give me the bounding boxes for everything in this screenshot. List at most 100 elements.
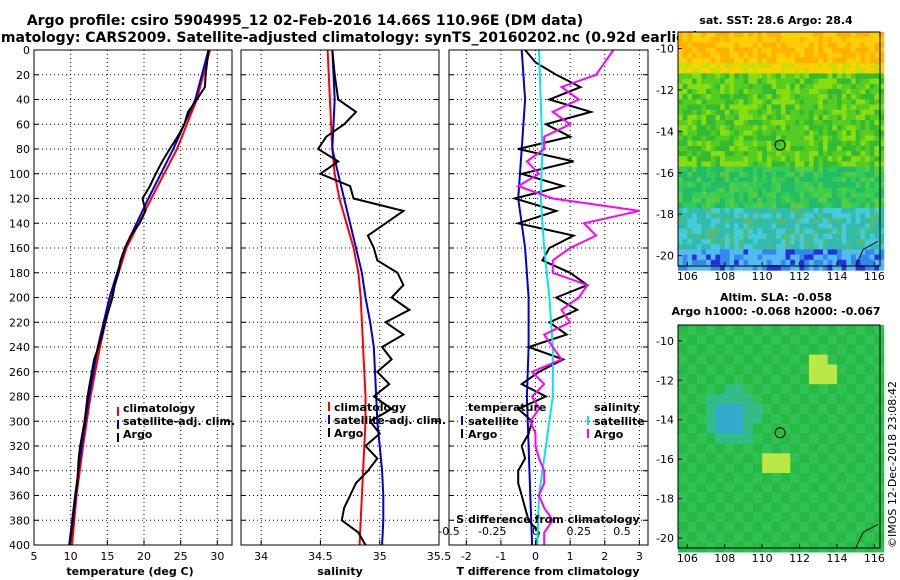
sst-cell bbox=[678, 156, 684, 162]
sst-cell bbox=[785, 68, 791, 74]
sst-cell bbox=[720, 192, 726, 199]
sla-cell bbox=[706, 512, 716, 523]
sla-cell bbox=[752, 423, 763, 435]
sst-cell bbox=[720, 83, 726, 90]
sst-cell bbox=[874, 73, 880, 80]
sla-cell bbox=[752, 542, 763, 553]
sst-cell bbox=[832, 197, 838, 204]
sst-cell bbox=[692, 228, 698, 235]
sla-cell bbox=[865, 522, 875, 533]
sst-cell bbox=[738, 88, 744, 95]
sla-cell bbox=[715, 463, 726, 474]
sst-cell bbox=[748, 202, 754, 209]
sst-cell bbox=[851, 145, 857, 152]
sst-cell bbox=[813, 156, 819, 162]
sst-cell bbox=[692, 47, 698, 54]
sst-cell bbox=[757, 68, 763, 74]
sst-cell bbox=[724, 83, 730, 90]
sst-cell bbox=[678, 202, 684, 209]
sst-cell bbox=[687, 130, 693, 137]
sla-xtick-label: 112 bbox=[789, 552, 810, 565]
sst-cell bbox=[696, 68, 702, 74]
sst-cell bbox=[748, 94, 754, 100]
sst-cell bbox=[687, 140, 693, 147]
sst-cell bbox=[855, 254, 861, 261]
sst-cell bbox=[734, 94, 740, 100]
sst-cell bbox=[757, 130, 763, 137]
sst-cell bbox=[678, 249, 684, 256]
sst-cell bbox=[710, 73, 716, 80]
sst-cell bbox=[836, 218, 843, 225]
sst-cell bbox=[734, 88, 740, 95]
sla-cell bbox=[771, 512, 782, 523]
sst-cell bbox=[860, 42, 866, 49]
sla-cell bbox=[855, 413, 866, 425]
sst-cell bbox=[748, 259, 754, 266]
sst-cell bbox=[799, 192, 805, 199]
sla-cell bbox=[827, 433, 838, 444]
sst-cell bbox=[706, 244, 712, 250]
sst-cell bbox=[808, 197, 815, 204]
sst-cell bbox=[738, 249, 744, 256]
sst-cell bbox=[678, 161, 684, 168]
sla-cell bbox=[818, 453, 829, 464]
sst-cell bbox=[874, 109, 880, 116]
sst-cell bbox=[865, 202, 871, 209]
sst-cell bbox=[851, 218, 857, 225]
sst-cell bbox=[836, 244, 843, 250]
sla-cell bbox=[771, 394, 782, 405]
sst-cell bbox=[757, 239, 763, 245]
depth-tick-label: 380 bbox=[9, 514, 30, 527]
sla-cell bbox=[724, 423, 735, 435]
sst-cell bbox=[748, 63, 754, 69]
sst-cell bbox=[766, 109, 773, 116]
sst-cell bbox=[879, 99, 885, 105]
sst-cell bbox=[855, 47, 861, 54]
sst-cell bbox=[757, 187, 763, 193]
sla-cell bbox=[855, 542, 866, 553]
sst-cell bbox=[818, 254, 824, 261]
sst-cell bbox=[785, 47, 791, 54]
sla-float-marker bbox=[774, 427, 786, 439]
sla-cell bbox=[771, 354, 782, 365]
sst-cell bbox=[841, 166, 847, 173]
sst-cell bbox=[743, 57, 749, 64]
sst-cell bbox=[865, 52, 871, 59]
sst-cell bbox=[804, 192, 810, 199]
sst-cell bbox=[682, 94, 688, 100]
sst-cell bbox=[692, 88, 698, 95]
sst-cell bbox=[869, 182, 875, 188]
sst-cell bbox=[692, 99, 698, 105]
footer-credit: ©IMOS 12-Dec-2018 23:08:42 bbox=[886, 381, 899, 548]
sst-cell bbox=[851, 47, 857, 54]
sst-cell bbox=[832, 42, 838, 49]
sst-cell bbox=[696, 135, 702, 142]
sst-cell bbox=[771, 120, 777, 126]
sst-cell bbox=[879, 32, 885, 38]
sla-cell bbox=[874, 403, 885, 415]
sla-cell bbox=[874, 512, 885, 523]
sst-cell bbox=[808, 202, 815, 209]
sst-cell bbox=[696, 151, 702, 157]
sst-cell bbox=[879, 171, 885, 178]
diff-xtick-label: -2 bbox=[461, 550, 472, 563]
sla-cell bbox=[780, 384, 791, 395]
sst-cell bbox=[724, 156, 730, 162]
sst-cell bbox=[743, 37, 749, 43]
diff-legend-sal-satellite: satellite bbox=[594, 415, 645, 428]
sst-cell bbox=[804, 228, 810, 235]
sla-cell bbox=[818, 522, 829, 533]
sst-cell bbox=[738, 166, 744, 173]
sst-cell bbox=[724, 223, 730, 230]
sst-cell bbox=[869, 140, 875, 147]
sla-cell bbox=[743, 325, 754, 336]
sla-coastline bbox=[855, 523, 879, 549]
sst-cell bbox=[776, 94, 782, 100]
sla-cell bbox=[752, 512, 763, 523]
sst-cell bbox=[804, 213, 810, 219]
sst-cell bbox=[794, 145, 801, 152]
sst-cell bbox=[822, 244, 829, 250]
sst-cell bbox=[879, 176, 885, 183]
sla-cell bbox=[724, 512, 735, 523]
sst-cell bbox=[808, 176, 815, 183]
